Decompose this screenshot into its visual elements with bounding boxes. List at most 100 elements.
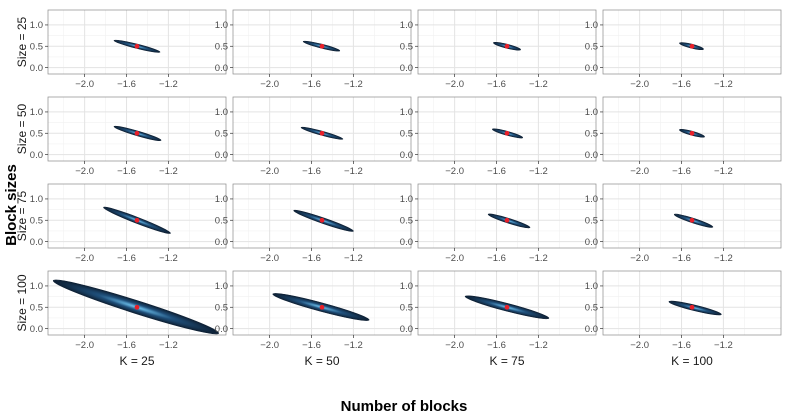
column-label: K = 50	[304, 354, 339, 368]
y-tick-label: 0.5	[400, 216, 413, 227]
x-tick-label: −1.6	[672, 253, 691, 264]
x-tick-label: −1.6	[302, 79, 321, 90]
panel-background	[233, 10, 411, 74]
y-tick-label: 0.0	[400, 324, 413, 335]
panel-r4-c3: 0.0 0.5 1.0 −2.0 −1.6 −1.2 K = 75	[400, 270, 597, 368]
panel-background	[603, 97, 781, 161]
row-label: Size = 25	[15, 16, 29, 67]
panel-r1-c1: 0.0 0.5 1.0 −2.0 −1.6 −1.2 Size = 25	[15, 9, 227, 90]
y-tick-label: 1.0	[585, 194, 598, 205]
x-tick-label: −1.2	[344, 166, 363, 177]
panel-background	[233, 97, 411, 161]
x-tick-label: −1.6	[117, 166, 136, 177]
panel-border	[47, 9, 227, 75]
x-tick-label: −2.0	[630, 79, 649, 90]
x-tick-label: −2.0	[75, 340, 94, 351]
y-tick-label: 0.5	[585, 303, 598, 314]
y-tick-label: 1.0	[30, 20, 43, 31]
y-tick-label: 1.0	[400, 281, 413, 292]
panel-border	[232, 183, 412, 249]
column-label: K = 100	[671, 354, 713, 368]
x-tick-label: −1.6	[487, 340, 506, 351]
x-tick-label: −1.2	[714, 79, 733, 90]
panel-background	[48, 97, 226, 161]
y-tick-label: 1.0	[215, 20, 228, 31]
y-axis-title: Block sizes	[3, 164, 20, 246]
point-estimate	[319, 304, 325, 310]
panel-border	[47, 183, 227, 249]
panel-grid: 0.0 0.5 1.0 −2.0 −1.6 −1.2 Size = 25 0.0 0.5 1.0 −…	[15, 9, 782, 368]
panel-border	[602, 9, 782, 75]
y-tick-label: 0.0	[30, 237, 43, 248]
y-tick-label: 0.5	[400, 42, 413, 53]
y-tick-label: 1.0	[215, 281, 228, 292]
panel-r1-c3: 0.0 0.5 1.0 −2.0 −1.6 −1.2	[400, 9, 597, 90]
panel-border	[232, 96, 412, 162]
y-tick-label: 1.0	[585, 20, 598, 31]
panel-r2-c1: 0.0 0.5 1.0 −2.0 −1.6 −1.2 Size = 50	[15, 96, 227, 177]
panel-r2-c2: 0.0 0.5 1.0 −2.0 −1.6 −1.2	[215, 96, 412, 177]
x-tick-label: −2.0	[75, 253, 94, 264]
panel-border	[47, 96, 227, 162]
x-tick-label: −2.0	[445, 340, 464, 351]
panel-r2-c3: 0.0 0.5 1.0 −2.0 −1.6 −1.2	[400, 96, 597, 177]
x-tick-label: −1.6	[672, 340, 691, 351]
y-tick-label: 1.0	[400, 107, 413, 118]
y-tick-label: 0.0	[215, 324, 228, 335]
x-tick-label: −1.2	[714, 166, 733, 177]
x-tick-label: −2.0	[445, 79, 464, 90]
y-tick-label: 0.5	[30, 303, 43, 314]
panel-r4-c2: 0.0 0.5 1.0 −2.0 −1.6 −1.2 K = 50	[215, 270, 412, 368]
x-tick-label: −1.6	[672, 79, 691, 90]
x-tick-label: −1.6	[117, 79, 136, 90]
panel-border	[47, 270, 227, 336]
point-estimate	[504, 217, 510, 223]
panel-r2-c4: 0.0 0.5 1.0 −2.0 −1.6 −1.2	[585, 96, 782, 177]
y-tick-label: 0.0	[585, 63, 598, 74]
panel-background	[418, 184, 596, 248]
point-estimate	[504, 43, 510, 49]
panel-border	[602, 183, 782, 249]
y-tick-label: 1.0	[215, 194, 228, 205]
x-tick-label: −2.0	[75, 166, 94, 177]
column-label: K = 75	[489, 354, 524, 368]
panel-border	[417, 96, 597, 162]
panel-r3-c4: 0.0 0.5 1.0 −2.0 −1.6 −1.2	[585, 183, 782, 264]
y-tick-label: 0.5	[585, 216, 598, 227]
y-tick-label: 0.5	[215, 42, 228, 53]
density-region	[668, 300, 722, 316]
x-tick-label: −1.6	[487, 253, 506, 264]
x-tick-label: −1.6	[487, 166, 506, 177]
point-estimate	[504, 304, 510, 310]
y-tick-label: 0.5	[215, 303, 228, 314]
panel-background	[603, 184, 781, 248]
point-estimate	[134, 130, 140, 136]
row-label: Size = 100	[15, 274, 29, 331]
panel-background	[418, 10, 596, 74]
x-tick-label: −1.2	[344, 253, 363, 264]
x-tick-label: −1.2	[529, 340, 548, 351]
panel-background	[233, 184, 411, 248]
y-tick-label: 0.5	[215, 129, 228, 140]
x-tick-label: −1.2	[529, 253, 548, 264]
point-estimate	[689, 304, 695, 310]
point-estimate	[504, 130, 510, 136]
y-tick-label: 0.5	[30, 216, 43, 227]
panel-border	[602, 270, 782, 336]
x-tick-label: −2.0	[260, 79, 279, 90]
x-tick-label: −2.0	[445, 253, 464, 264]
y-tick-label: 0.5	[400, 129, 413, 140]
y-tick-label: 0.0	[585, 150, 598, 161]
x-tick-label: −2.0	[260, 253, 279, 264]
panel-r1-c4: 0.0 0.5 1.0 −2.0 −1.6 −1.2	[585, 9, 782, 90]
point-estimate	[689, 217, 695, 223]
row-label: Size = 50	[15, 103, 29, 154]
point-estimate	[689, 130, 695, 136]
x-tick-label: −2.0	[260, 166, 279, 177]
y-tick-label: 0.5	[30, 129, 43, 140]
panel-border	[232, 9, 412, 75]
x-tick-label: −1.2	[344, 340, 363, 351]
x-tick-label: −1.2	[159, 340, 178, 351]
y-tick-label: 1.0	[585, 107, 598, 118]
y-tick-label: 0.5	[585, 42, 598, 53]
